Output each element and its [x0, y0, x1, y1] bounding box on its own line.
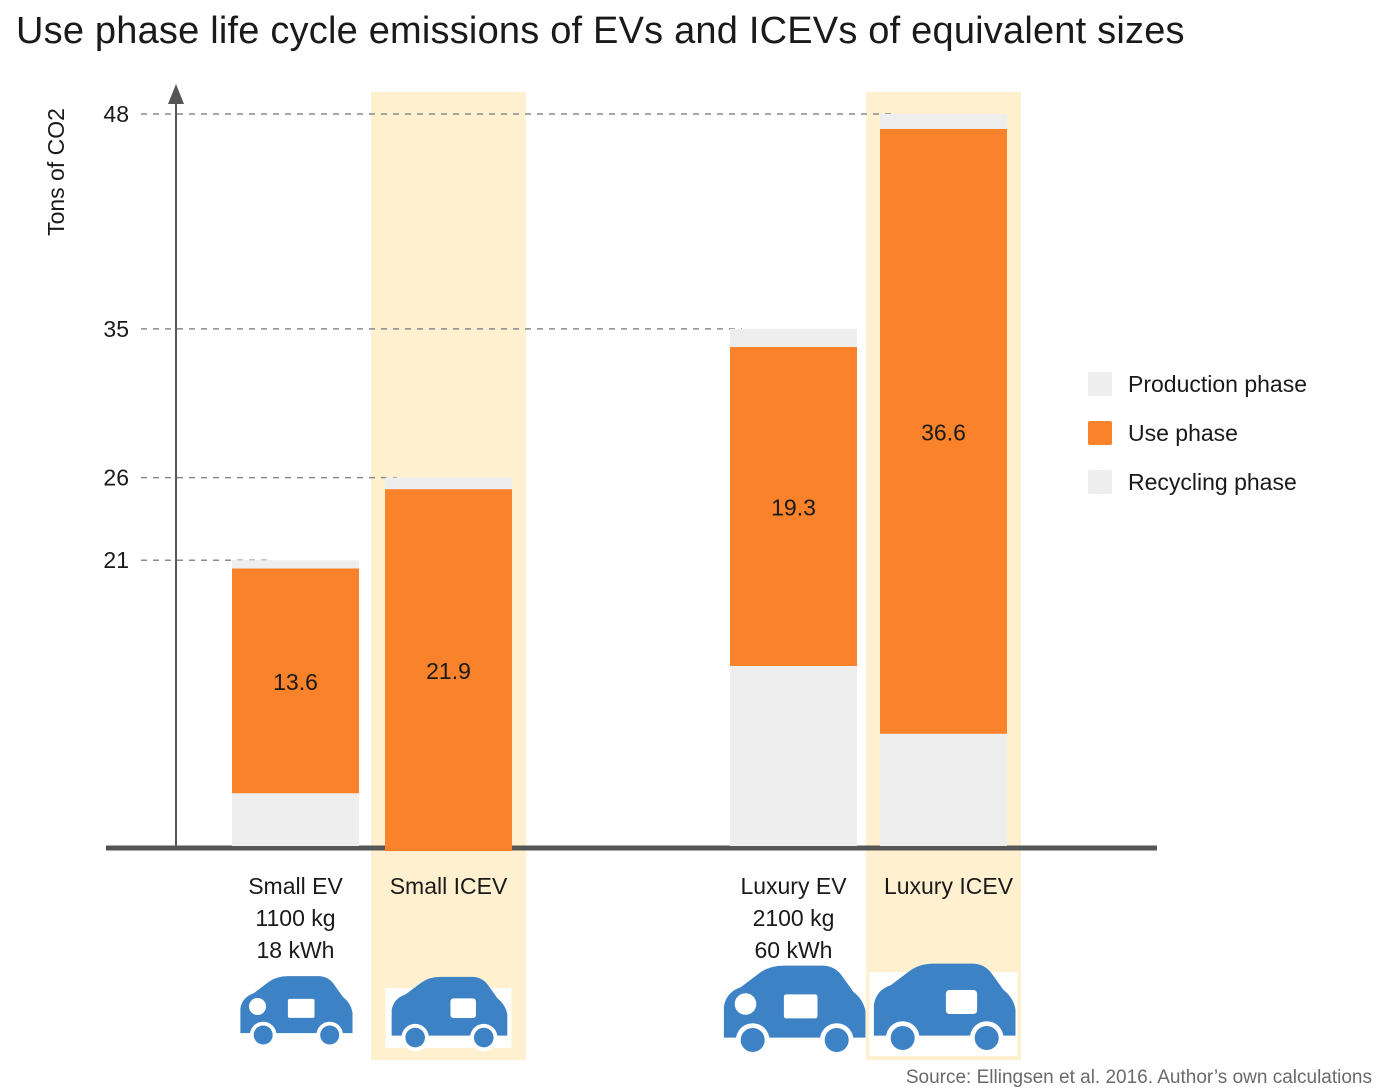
- legend: Production phase Use phase Recycling phase: [1088, 371, 1307, 495]
- use-segment: [232, 568, 359, 794]
- plug-icon: [248, 997, 267, 1016]
- legend-label: Recycling phase: [1128, 469, 1297, 495]
- y-tick-label: 48: [103, 101, 129, 127]
- icev-car-icon: [873, 963, 1016, 1055]
- wheel: [974, 1026, 999, 1050]
- engine-icon: [450, 998, 476, 1018]
- recycling-segment: [385, 477, 512, 490]
- wheel: [890, 1026, 915, 1050]
- production-segment: [730, 665, 857, 846]
- production-segment: [232, 793, 359, 846]
- category-label: 18 kWh: [257, 937, 335, 963]
- ev-car-icon: [723, 965, 866, 1057]
- wheel: [824, 1028, 849, 1052]
- data-label: 13.6: [273, 669, 318, 695]
- battery-icon: [783, 994, 818, 1019]
- y-tick-label: 21: [103, 547, 129, 573]
- legend-label: Production phase: [1128, 371, 1307, 397]
- car-body: [873, 963, 1016, 1036]
- vehicle-icons: [240, 963, 1018, 1057]
- recycling-segment: [730, 328, 857, 348]
- data-label: 36.6: [921, 419, 966, 445]
- ev-car-icon: [240, 976, 353, 1049]
- car-body: [391, 976, 508, 1036]
- wheel: [405, 1027, 425, 1048]
- engine-icon: [945, 990, 978, 1014]
- icev-car-icon: [391, 976, 508, 1052]
- use-segment: [880, 128, 1007, 734]
- legend-label: Use phase: [1128, 420, 1238, 446]
- text-layer: 13.6 21.9 19.3 36.6 21 26 35 48 Tons of CO2 Small…: [43, 101, 1014, 963]
- category-label: 2100 kg: [753, 905, 835, 931]
- y-axis-label: Tons of CO2: [43, 108, 69, 236]
- category-label: 60 kWh: [755, 937, 833, 963]
- guide-layer: [106, 84, 1157, 851]
- legend-swatch: [1088, 372, 1112, 396]
- wheel: [473, 1027, 494, 1048]
- category-label: Luxury ICEV: [884, 873, 1014, 899]
- category-label: Small ICEV: [390, 873, 508, 899]
- recycling-segment: [880, 114, 1007, 129]
- category-label: Luxury EV: [740, 873, 847, 899]
- wheel: [740, 1028, 765, 1052]
- battery-icon: [287, 998, 315, 1018]
- data-label: 21.9: [426, 658, 471, 684]
- wheel: [253, 1025, 273, 1045]
- y-tick-label: 26: [103, 465, 129, 491]
- production-segment: [880, 733, 1007, 846]
- plug-icon: [734, 993, 757, 1015]
- recycling-segment: [232, 560, 359, 569]
- category-label: 1100 kg: [255, 905, 335, 931]
- y-tick-label: 35: [103, 316, 129, 342]
- use-segment: [385, 489, 512, 852]
- bars-layer: [232, 114, 1007, 852]
- data-label: 19.3: [771, 495, 816, 521]
- chart-title: Use phase life cycle emissions of EVs an…: [16, 10, 1185, 52]
- y-axis-arrow: [168, 84, 184, 104]
- category-label: Small EV: [248, 873, 343, 899]
- use-segment: [730, 347, 857, 666]
- wheel: [320, 1025, 340, 1045]
- source-note: Source: Ellingsen et al. 2016. Author’s …: [905, 1067, 1372, 1088]
- legend-swatch: [1088, 421, 1112, 445]
- legend-swatch: [1088, 470, 1112, 494]
